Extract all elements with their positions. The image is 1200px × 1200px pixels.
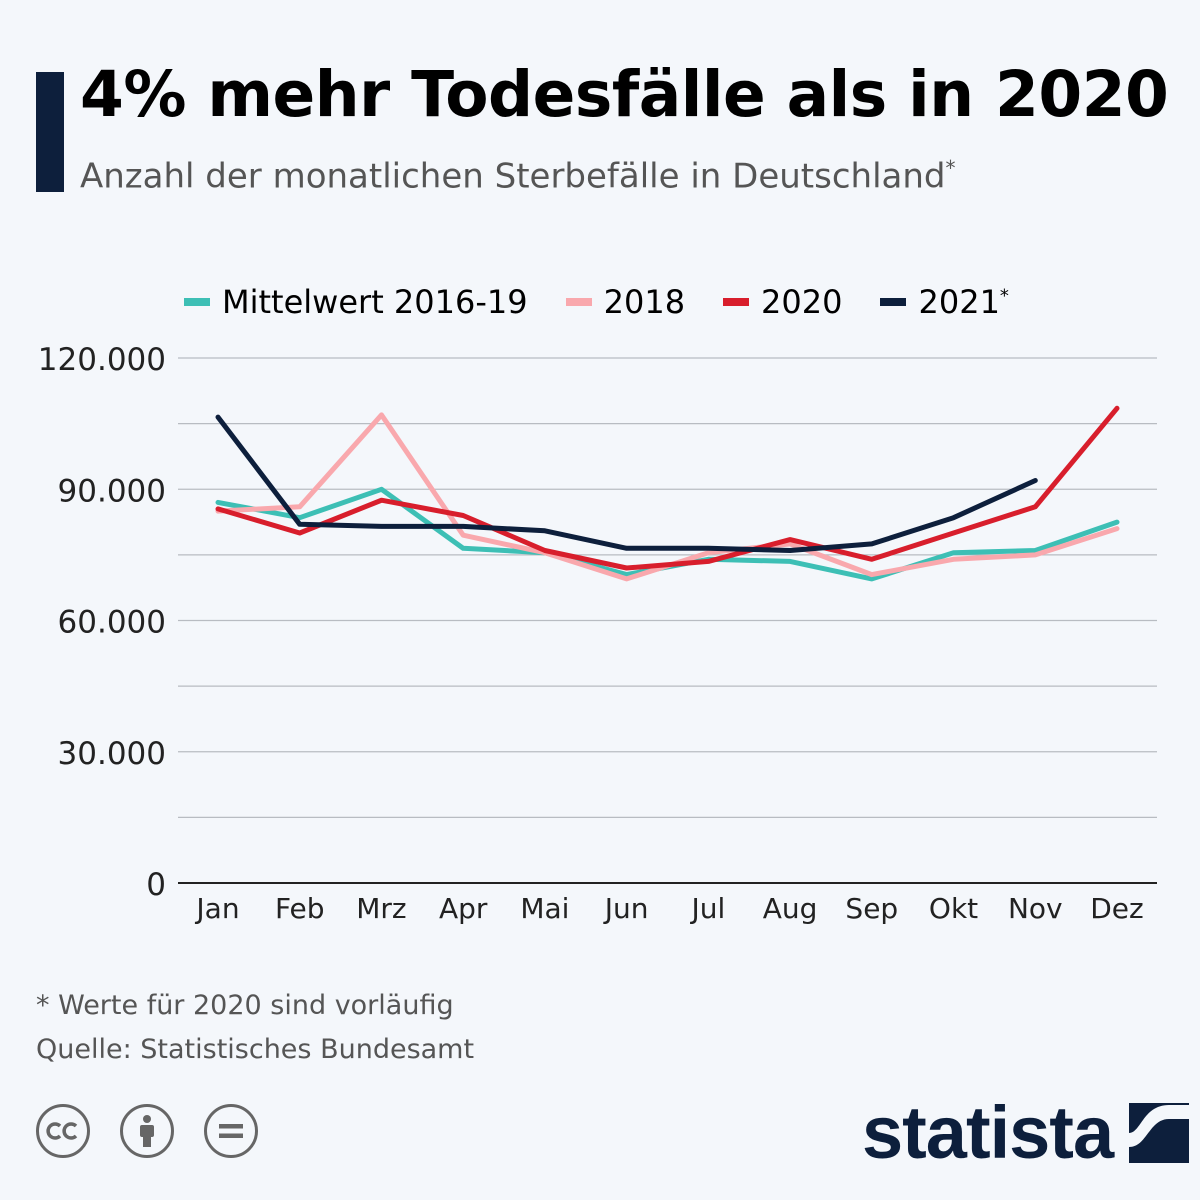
legend-text-2020: 2020	[761, 283, 843, 321]
x-tick-label: Dez	[1090, 892, 1143, 925]
x-tick-label: Apr	[439, 892, 488, 925]
legend-swatch-2021	[880, 298, 907, 306]
x-tick-label: Jan	[194, 892, 239, 925]
legend-label-2020: 2020	[761, 283, 842, 321]
x-tick-label: Okt	[929, 892, 978, 925]
cc-icon[interactable]	[36, 1104, 90, 1158]
legend-text-2021: 2021	[918, 283, 1000, 321]
chart-subtitle: Anzahl der monatlichen Sterbefälle in De…	[80, 156, 956, 196]
y-tick-label: 30.000	[58, 736, 166, 772]
x-tick-label: Mai	[520, 892, 569, 925]
chart-title: 4% mehr Todesfälle als in 2020	[80, 58, 1169, 131]
y-tick-label: 120.000	[38, 342, 166, 378]
subtitle-footnote-mark: *	[945, 156, 956, 180]
series-line-3	[215, 405, 1120, 571]
statista-logo-icon	[1129, 1103, 1190, 1163]
legend-label-2018: 2018	[604, 283, 685, 321]
legend-item-2021: 2021*	[880, 283, 1009, 321]
no-derivatives-icon[interactable]	[204, 1104, 258, 1158]
license-icons	[36, 1104, 288, 1158]
legend-swatch-2020	[723, 298, 750, 306]
legend-item-mittelwert: Mittelwert 2016-19	[184, 283, 528, 321]
x-tick-label: Nov	[1008, 892, 1063, 925]
x-tick-label: Jul	[689, 892, 725, 925]
legend-swatch-mittelwert	[184, 298, 210, 306]
x-tick-label: Sep	[845, 892, 898, 925]
title-accent-bar	[36, 72, 64, 192]
legend-label-mittelwert: Mittelwert 2016-19	[222, 283, 528, 321]
legend-item-2020: 2020	[723, 283, 842, 321]
legend-footnote-mark-2021: *	[999, 285, 1009, 307]
legend-text-mittelwert: Mittelwert 2016-19	[222, 283, 528, 321]
brand-wordmark: statista	[862, 1091, 1114, 1174]
y-tick-label: 0	[146, 867, 166, 903]
source-note: Quelle: Statistisches Bundesamt	[36, 1034, 475, 1065]
attribution-icon[interactable]	[120, 1104, 174, 1158]
chart-legend: Mittelwert 2016-19 2018 2020 2021*	[184, 280, 1047, 324]
legend-label-2021: 2021*	[918, 283, 1008, 321]
y-tick-label: 60.000	[58, 605, 166, 641]
legend-swatch-2018	[565, 298, 592, 306]
y-tick-label: 90.000	[58, 473, 166, 509]
x-tick-label: Jun	[603, 892, 649, 925]
subtitle-text: Anzahl der monatlichen Sterbefälle in De…	[80, 156, 946, 197]
legend-text-2018: 2018	[603, 283, 686, 321]
x-tick-label: Feb	[275, 892, 325, 925]
series-line-4	[215, 414, 1038, 553]
statista-brand[interactable]: statista	[862, 1091, 1190, 1174]
legend-item-2018: 2018	[565, 283, 685, 321]
footnote: * Werte für 2020 sind vorläufig	[36, 990, 454, 1021]
x-tick-label: Mrz	[356, 892, 406, 925]
x-tick-label: Aug	[763, 892, 818, 925]
